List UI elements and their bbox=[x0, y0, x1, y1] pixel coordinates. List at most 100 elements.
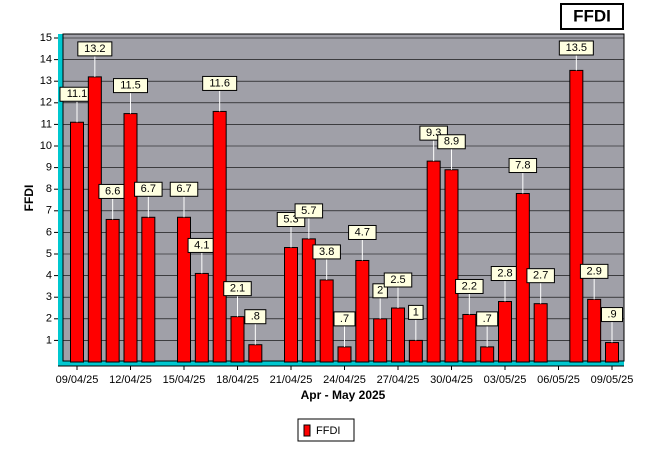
value-label: 13.2 bbox=[84, 43, 105, 55]
x-tick-label: 30/04/25 bbox=[430, 374, 473, 386]
y-tick-label: 15 bbox=[40, 32, 52, 44]
value-label: 2.5 bbox=[390, 274, 405, 286]
value-label-box bbox=[77, 41, 113, 57]
value-label: 11.6 bbox=[209, 77, 230, 89]
y-axis-label: FFDI bbox=[22, 185, 36, 212]
bar bbox=[426, 160, 441, 363]
value-label-box bbox=[455, 278, 484, 294]
x-axis-label: Apr - May 2025 bbox=[301, 388, 386, 402]
value-label: 8.9 bbox=[444, 136, 459, 148]
value-label: 5.7 bbox=[301, 205, 316, 217]
value-label-box bbox=[113, 78, 148, 94]
value-label-box bbox=[333, 311, 356, 327]
bar bbox=[569, 69, 584, 363]
y-tick-label: 9 bbox=[46, 162, 52, 174]
y-tick-label: 13 bbox=[40, 75, 52, 87]
value-label: 2.2 bbox=[462, 280, 477, 292]
value-label-box bbox=[169, 181, 199, 197]
bar bbox=[444, 169, 459, 363]
value-label: .7 bbox=[340, 313, 349, 325]
value-label-box bbox=[312, 244, 341, 260]
y-tick-label: 11 bbox=[41, 118, 52, 130]
y-tick-label: 3 bbox=[46, 291, 52, 303]
value-label: 2.8 bbox=[497, 267, 512, 279]
title-box bbox=[560, 3, 624, 30]
value-label-box bbox=[601, 307, 623, 323]
legend-box bbox=[297, 418, 355, 442]
bar bbox=[248, 344, 263, 363]
value-label-box bbox=[579, 263, 609, 279]
value-label-box bbox=[223, 281, 252, 297]
value-label-box bbox=[526, 268, 555, 284]
value-label-box bbox=[294, 203, 324, 219]
bar bbox=[87, 76, 102, 363]
value-label: 3.8 bbox=[319, 246, 334, 258]
bar bbox=[141, 216, 156, 363]
bar bbox=[70, 121, 84, 363]
x-tick-label: 18/04/25 bbox=[216, 374, 259, 386]
legend-swatch bbox=[303, 424, 311, 437]
y-tick-label: 12 bbox=[40, 97, 52, 109]
value-label: 4.7 bbox=[355, 226, 370, 238]
value-label: 7.8 bbox=[515, 159, 530, 171]
value-label-box bbox=[348, 224, 377, 240]
value-label-box bbox=[383, 272, 413, 288]
bar bbox=[284, 247, 298, 363]
value-label-box bbox=[437, 134, 466, 150]
x-tick-label: 15/04/25 bbox=[163, 374, 206, 386]
value-label: 11.5 bbox=[120, 80, 141, 92]
bar bbox=[337, 346, 352, 363]
y-tick-label: 6 bbox=[46, 226, 52, 238]
y-tick-label: 10 bbox=[40, 140, 52, 152]
value-label-box bbox=[476, 311, 499, 327]
value-label: 13.5 bbox=[566, 42, 587, 54]
y-tick-label: 2 bbox=[46, 313, 52, 325]
x-tick-label: 09/04/25 bbox=[56, 374, 99, 386]
value-label-box bbox=[408, 304, 424, 320]
bar bbox=[319, 279, 334, 363]
x-tick-label: 03/05/25 bbox=[484, 374, 527, 386]
value-label: 6.7 bbox=[141, 183, 156, 195]
x-tick-label: 21/04/25 bbox=[270, 374, 313, 386]
x-tick-label: 27/04/25 bbox=[377, 374, 420, 386]
bar bbox=[373, 318, 388, 363]
value-label-box bbox=[244, 309, 267, 325]
y-tick-label: 4 bbox=[46, 270, 52, 282]
value-label: 1 bbox=[413, 306, 419, 318]
x-tick-label: 12/04/25 bbox=[109, 374, 152, 386]
bar bbox=[605, 342, 619, 363]
value-label-box bbox=[134, 181, 163, 197]
value-label: .9 bbox=[607, 308, 616, 320]
bar bbox=[123, 113, 138, 363]
bar bbox=[462, 313, 477, 363]
bar bbox=[105, 218, 120, 363]
bar bbox=[587, 298, 602, 363]
value-label: 2.1 bbox=[230, 283, 245, 295]
bar bbox=[480, 346, 495, 363]
value-label-box bbox=[508, 158, 538, 174]
bar bbox=[408, 339, 423, 363]
value-label: 11.1 bbox=[67, 88, 88, 100]
bar bbox=[212, 110, 227, 363]
x-tick-label: 24/04/25 bbox=[323, 374, 366, 386]
value-label: 2 bbox=[377, 285, 383, 297]
x-tick-label: 06/05/25 bbox=[537, 374, 580, 386]
value-label: 2.9 bbox=[587, 265, 602, 277]
bar bbox=[533, 303, 548, 363]
bar bbox=[194, 272, 209, 363]
y-tick-label: 7 bbox=[46, 205, 52, 217]
x-tick-label: 09/05/25 bbox=[591, 374, 634, 386]
y-tick-label: 1 bbox=[46, 334, 52, 346]
value-label-box bbox=[558, 40, 594, 56]
value-label: 6.7 bbox=[176, 183, 191, 195]
legend-label: FFDI bbox=[316, 425, 340, 437]
value-label: .8 bbox=[251, 311, 260, 323]
chart-title: FFDI bbox=[573, 6, 611, 25]
y-tick-label: 5 bbox=[46, 248, 52, 260]
bar bbox=[355, 259, 370, 363]
value-label: 4.1 bbox=[194, 239, 209, 251]
bar bbox=[230, 316, 245, 363]
value-label: 2.7 bbox=[533, 270, 548, 282]
plot-area bbox=[62, 33, 625, 362]
